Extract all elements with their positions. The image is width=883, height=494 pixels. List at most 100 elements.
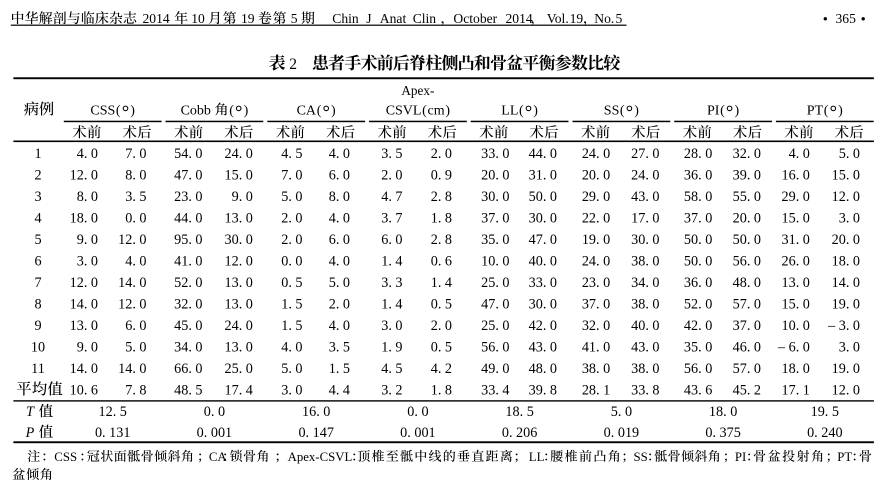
svg-text:4. 4: 4. 4 [329, 382, 350, 398]
svg-text:Cobb: Cobb [181, 103, 211, 118]
svg-text:3. 5: 3. 5 [125, 189, 146, 205]
svg-text:30. 0: 30. 0 [481, 189, 509, 205]
svg-text:15. 0: 15. 0 [782, 210, 810, 226]
svg-text:J: J [366, 11, 371, 26]
svg-text:9: 9 [34, 318, 41, 334]
svg-text:55. 0: 55. 0 [733, 189, 761, 205]
svg-text:2. 0: 2. 0 [431, 318, 452, 334]
svg-text:50. 0: 50. 0 [733, 232, 761, 248]
svg-text:5: 5 [616, 11, 623, 26]
svg-text:29. 0: 29. 0 [582, 189, 610, 205]
svg-text:1. 5: 1. 5 [281, 318, 302, 334]
svg-text:3. 2: 3. 2 [381, 382, 402, 398]
svg-text:4. 0: 4. 0 [77, 146, 98, 162]
svg-text:32. 0: 32. 0 [174, 296, 202, 312]
svg-text:0. 375: 0. 375 [705, 425, 740, 441]
svg-text:39. 0: 39. 0 [733, 167, 761, 183]
svg-text:3. 0: 3. 0 [281, 382, 302, 398]
svg-text:8. 0: 8. 0 [329, 189, 350, 205]
svg-text:30. 0: 30. 0 [631, 232, 659, 248]
svg-text:25. 0: 25. 0 [481, 318, 509, 334]
svg-text:52. 0: 52. 0 [174, 275, 202, 291]
svg-text:7: 7 [34, 275, 41, 291]
svg-text:2: 2 [34, 167, 41, 183]
svg-text:5. 0: 5. 0 [281, 361, 302, 377]
svg-text:11: 11 [31, 361, 45, 377]
svg-text:47. 0: 47. 0 [481, 296, 509, 312]
svg-text:26. 0: 26. 0 [782, 253, 810, 269]
svg-text:18. 0: 18. 0 [709, 404, 737, 420]
svg-text:2. 0: 2. 0 [281, 232, 302, 248]
svg-text:19: 19 [241, 11, 255, 26]
svg-text:2014: 2014 [506, 11, 533, 26]
svg-text:1. 8: 1. 8 [431, 382, 452, 398]
svg-text:): ) [244, 103, 249, 118]
svg-text:(: ( [519, 103, 524, 118]
svg-text:49. 0: 49. 0 [481, 361, 509, 377]
svg-text:31. 0: 31. 0 [529, 167, 557, 183]
svg-text:SS: SS [604, 103, 620, 118]
svg-text:0. 0: 0. 0 [204, 404, 225, 420]
svg-text:17. 0: 17. 0 [631, 210, 659, 226]
svg-text:19. 0: 19. 0 [582, 232, 610, 248]
svg-text:50. 0: 50. 0 [529, 189, 557, 205]
svg-text:24. 0: 24. 0 [582, 253, 610, 269]
svg-text:33. 0: 33. 0 [481, 146, 509, 162]
svg-text:45. 2: 45. 2 [733, 382, 761, 398]
svg-text:2. 8: 2. 8 [431, 232, 452, 248]
svg-text:365: 365 [836, 11, 857, 26]
svg-text:4: 4 [34, 210, 41, 226]
svg-text:0. 240: 0. 240 [807, 425, 842, 441]
svg-text:6. 0: 6. 0 [381, 232, 402, 248]
svg-text:1. 4: 1. 4 [381, 296, 402, 312]
svg-text:33. 4: 33. 4 [481, 382, 509, 398]
svg-text:7. 0: 7. 0 [281, 167, 302, 183]
svg-text:1: 1 [34, 146, 41, 162]
svg-text:48. 5: 48. 5 [174, 382, 202, 398]
svg-text:40. 0: 40. 0 [631, 318, 659, 334]
svg-text:): ) [331, 103, 336, 118]
svg-text:9. 0: 9. 0 [77, 232, 98, 248]
svg-text:24. 0: 24. 0 [631, 167, 659, 183]
svg-text:13. 0: 13. 0 [225, 275, 253, 291]
svg-text:34. 0: 34. 0 [631, 275, 659, 291]
svg-text:T: T [26, 404, 35, 420]
svg-text:42. 0: 42. 0 [684, 318, 712, 334]
svg-text:5: 5 [34, 232, 41, 248]
svg-text:37. 0: 37. 0 [582, 296, 610, 312]
svg-text:– 6. 0: – 6. 0 [777, 339, 810, 355]
svg-text:): ) [130, 103, 135, 118]
svg-text:2. 0: 2. 0 [281, 210, 302, 226]
svg-text:25. 0: 25. 0 [481, 275, 509, 291]
svg-text:PT: PT [807, 103, 824, 118]
svg-text:14. 0: 14. 0 [832, 275, 860, 291]
svg-text:25. 0: 25. 0 [225, 361, 253, 377]
svg-text:October: October [453, 11, 497, 26]
svg-text:3: 3 [34, 189, 41, 205]
svg-text:56. 0: 56. 0 [481, 339, 509, 355]
svg-text:4. 0: 4. 0 [329, 210, 350, 226]
svg-text:(: ( [317, 103, 322, 118]
svg-text:42. 0: 42. 0 [529, 318, 557, 334]
svg-text:2014: 2014 [143, 11, 170, 26]
svg-text:3. 0: 3. 0 [839, 339, 860, 355]
svg-text:12. 0: 12. 0 [70, 167, 98, 183]
svg-text:19. 0: 19. 0 [832, 296, 860, 312]
svg-text:8: 8 [34, 296, 41, 312]
svg-text:30. 0: 30. 0 [529, 296, 557, 312]
svg-text:1. 8: 1. 8 [431, 210, 452, 226]
svg-text:5. 0: 5. 0 [329, 275, 350, 291]
svg-text:40. 0: 40. 0 [529, 253, 557, 269]
svg-text:(: ( [720, 103, 725, 118]
svg-text:57. 0: 57. 0 [733, 296, 761, 312]
svg-text:12. 0: 12. 0 [118, 296, 146, 312]
svg-text:1. 9: 1. 9 [381, 339, 402, 355]
svg-text:0. 001: 0. 001 [400, 425, 435, 441]
svg-text:57. 0: 57. 0 [733, 361, 761, 377]
svg-text:36. 0: 36. 0 [684, 167, 712, 183]
svg-text:48. 0: 48. 0 [733, 275, 761, 291]
svg-text:32. 0: 32. 0 [582, 318, 610, 334]
svg-text:14. 0: 14. 0 [118, 361, 146, 377]
svg-text:43. 0: 43. 0 [631, 339, 659, 355]
svg-text:56. 0: 56. 0 [684, 361, 712, 377]
